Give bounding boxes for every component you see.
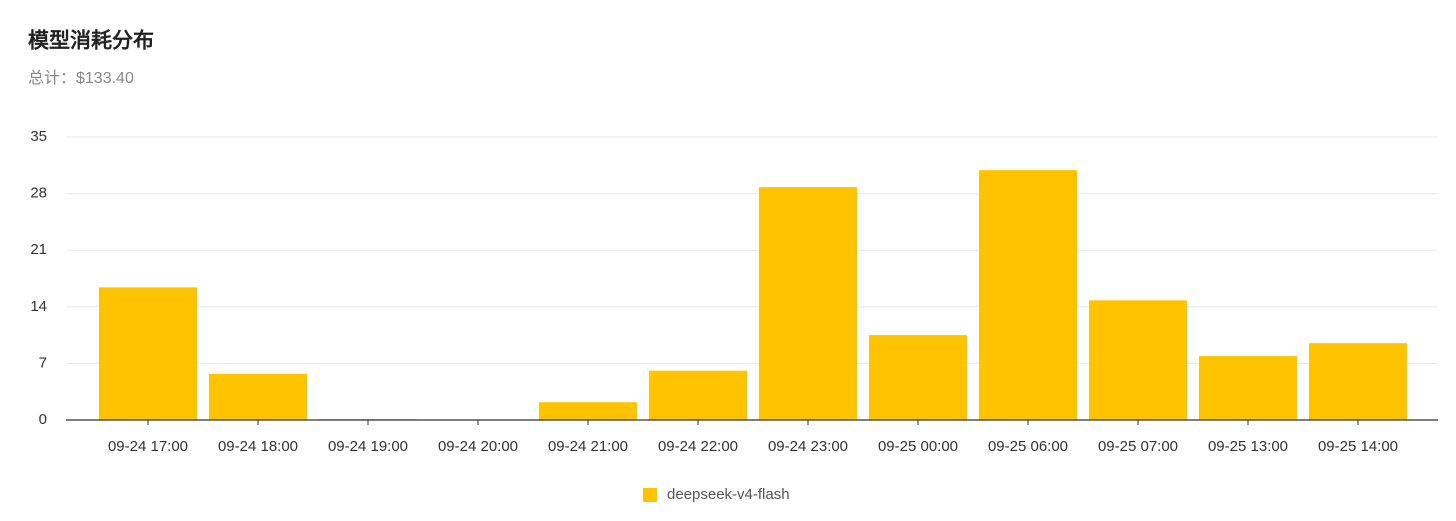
chart-subtitle: 总计：$133.40 <box>28 69 134 87</box>
bar <box>1089 300 1187 420</box>
x-tick-label: 09-24 19:00 <box>328 438 408 455</box>
x-tick-label: 09-25 06:00 <box>988 438 1068 455</box>
chart-title: 模型消耗分布 <box>28 29 154 53</box>
x-tick-label: 09-24 20:00 <box>438 438 518 455</box>
x-tick-label: 09-24 18:00 <box>218 438 298 455</box>
x-tick-label: 09-24 17:00 <box>108 438 188 455</box>
y-tick-label: 28 <box>30 185 47 202</box>
y-tick-label: 7 <box>39 354 47 371</box>
legend-label: deepseek-v4-flash <box>667 486 790 503</box>
x-tick-label: 09-25 13:00 <box>1208 438 1288 455</box>
x-tick-label: 09-24 21:00 <box>548 438 628 455</box>
y-tick-label: 35 <box>30 128 47 145</box>
legend-swatch <box>643 488 657 502</box>
bar <box>539 402 637 420</box>
y-tick-label: 21 <box>30 241 47 258</box>
x-tick-label: 09-24 23:00 <box>768 438 848 455</box>
x-tick-label: 09-25 14:00 <box>1318 438 1398 455</box>
bar <box>979 170 1077 420</box>
bar <box>1199 356 1297 420</box>
y-tick-label: 14 <box>30 298 47 315</box>
bar <box>869 335 967 420</box>
y-tick-label: 0 <box>39 411 47 428</box>
bar <box>1309 343 1407 420</box>
bar <box>99 287 197 420</box>
bar <box>759 187 857 420</box>
x-tick-label: 09-25 07:00 <box>1098 438 1178 455</box>
x-tick-label: 09-25 00:00 <box>878 438 958 455</box>
x-tick-label: 09-24 22:00 <box>658 438 738 455</box>
bar <box>209 373 307 420</box>
bar <box>649 370 747 420</box>
